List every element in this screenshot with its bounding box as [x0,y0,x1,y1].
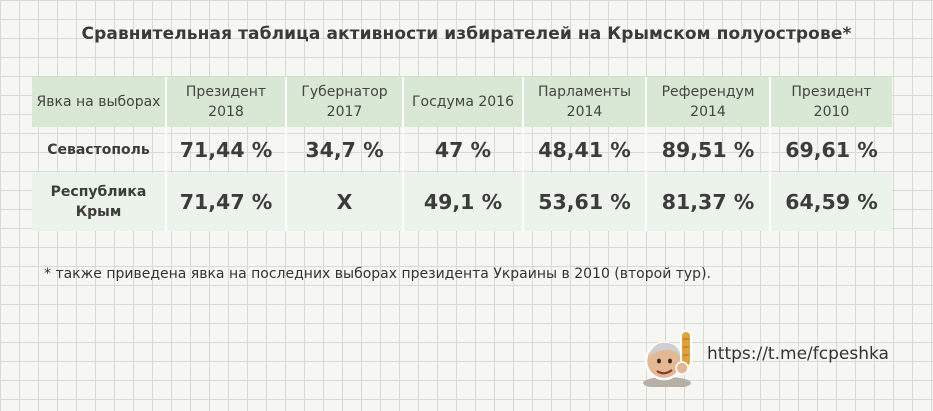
data-cell: 71,47 % [166,173,287,231]
data-cell: 34,7 % [286,127,404,173]
corner-header: Явка на выборах [32,77,167,127]
data-cell: 64,59 % [770,173,892,231]
row-header: Республика Крым [32,173,167,231]
data-cell: X [286,173,404,231]
data-cell: 69,61 % [785,138,878,162]
chart-title: Сравнительная таблица активности избират… [81,24,852,44]
data-cell: 48,41 % [523,127,647,173]
telegram-link[interactable]: https://t.me/fcpeshka [707,344,889,364]
column-header: Госдума 2016 [403,77,524,127]
column-header: Референдум 2014 [646,77,771,127]
column-header: Парламенты 2014 [523,77,647,127]
column-header: Президент 2018 [166,77,287,127]
data-cell: 81,37 % [646,173,771,231]
header-row: Явка на выборах Президент 2018 Губернато… [32,77,892,127]
turnout-table: Явка на выборах Президент 2018 Губернато… [32,77,892,231]
table-row: Республика Крым 71,47 % X 49,1 % 53,61 %… [32,173,892,231]
column-header: Губернатор 2017 [286,77,404,127]
footnote: * также приведена явка на последних выбо… [44,266,711,282]
data-cell: 47 % [403,127,524,173]
table-row: Севастополь 71,44 % 34,7 % 47 % 48,41 % … [32,127,892,173]
avatar [641,327,701,389]
data-cell: 71,44 % [166,127,287,173]
data-cell: 49,1 % [403,173,524,231]
data-cell: 89,51 % [646,127,771,173]
data-cell: 53,61 % [523,173,647,231]
row-header: Севастополь [32,127,167,173]
column-header: Президент 2010 [770,77,892,127]
